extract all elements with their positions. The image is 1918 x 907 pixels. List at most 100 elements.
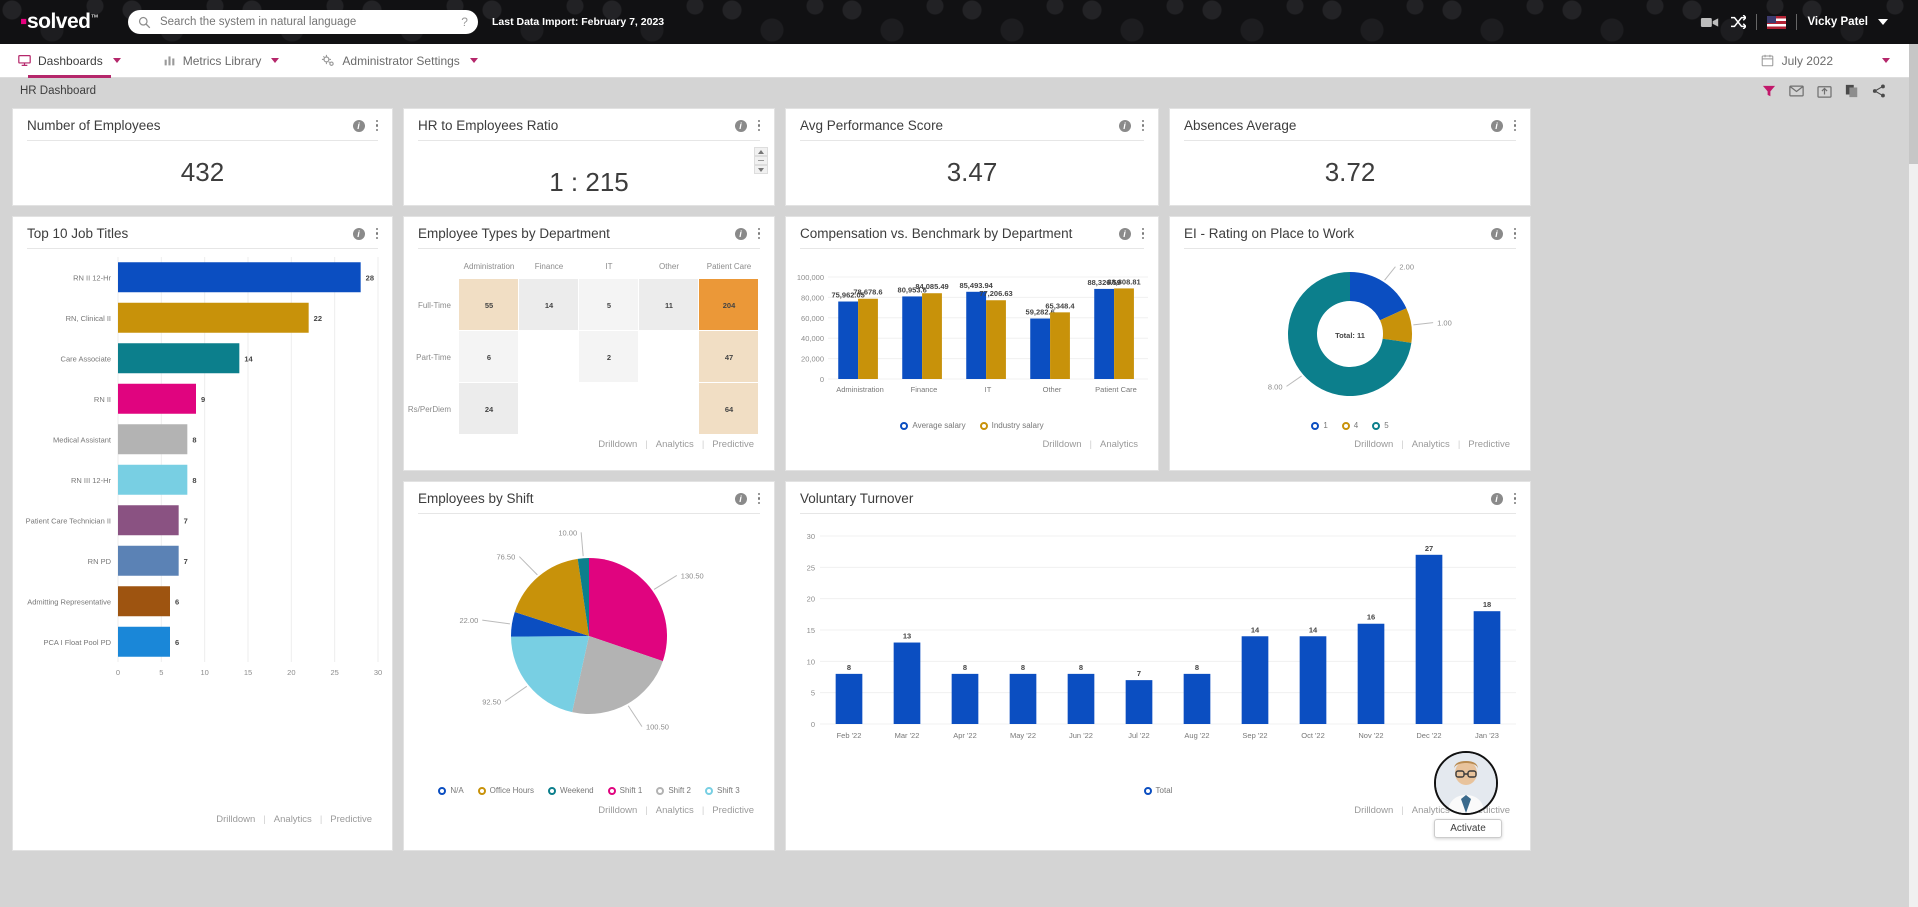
bar[interactable] — [1050, 312, 1070, 379]
bar[interactable] — [835, 673, 863, 724]
shuffle-icon[interactable] — [1730, 15, 1747, 29]
predictive-link[interactable]: Predictive — [330, 814, 372, 825]
info-icon[interactable]: i — [1490, 119, 1503, 132]
bar[interactable] — [1357, 623, 1385, 724]
stepper-down[interactable] — [754, 165, 768, 174]
bar[interactable] — [118, 586, 170, 617]
donut-slice[interactable] — [1288, 272, 1412, 396]
bar[interactable] — [118, 262, 361, 293]
heatmap-cell[interactable] — [459, 383, 518, 434]
bar[interactable] — [966, 291, 987, 379]
video-camera-icon[interactable] — [1700, 16, 1720, 29]
isolved-logo[interactable]: ▪solved™ — [20, 10, 98, 33]
bar[interactable] — [1299, 636, 1327, 724]
bar[interactable] — [1067, 673, 1095, 724]
heatmap-cell[interactable] — [699, 279, 758, 330]
bar[interactable] — [118, 505, 179, 536]
info-icon[interactable]: i — [1490, 227, 1503, 240]
bar[interactable] — [838, 301, 859, 379]
activate-button[interactable]: Activate — [1434, 819, 1502, 838]
analytics-link[interactable]: Analytics — [655, 805, 694, 816]
search-box[interactable]: ? — [127, 10, 478, 34]
export-icon[interactable] — [1817, 85, 1832, 98]
search-input[interactable] — [157, 15, 455, 29]
info-icon[interactable]: i — [352, 119, 365, 132]
heatmap-cell[interactable] — [639, 279, 698, 330]
bar[interactable] — [922, 293, 942, 379]
more-options-icon[interactable] — [375, 227, 378, 240]
info-icon[interactable]: i — [1118, 227, 1131, 240]
donut-slice[interactable] — [1380, 308, 1412, 343]
assistant-widget[interactable]: Activate — [1434, 751, 1502, 838]
avatar[interactable] — [1434, 751, 1498, 815]
heatmap-cell[interactable] — [579, 331, 638, 382]
analytics-link[interactable]: Analytics — [1411, 805, 1450, 816]
predictive-link[interactable]: Predictive — [712, 439, 754, 450]
legend-item[interactable]: Total — [1143, 786, 1172, 795]
share-icon[interactable] — [1872, 84, 1886, 98]
heatmap-cell[interactable] — [699, 383, 758, 434]
drilldown-link[interactable]: Drilldown — [598, 439, 638, 450]
legend-item[interactable]: 1 — [1311, 421, 1328, 430]
bar[interactable] — [118, 343, 240, 374]
chevron-down-icon[interactable] — [271, 58, 280, 63]
bar[interactable] — [118, 302, 309, 333]
heatmap-cell[interactable] — [579, 279, 638, 330]
bar[interactable] — [1114, 288, 1134, 379]
drilldown-link[interactable]: Drilldown — [216, 814, 256, 825]
bar[interactable] — [1183, 673, 1211, 724]
chevron-down-icon[interactable] — [469, 58, 478, 63]
predictive-link[interactable]: Predictive — [1468, 439, 1510, 450]
stepper-up[interactable] — [754, 147, 768, 156]
bar[interactable] — [893, 642, 921, 724]
bar[interactable] — [1473, 611, 1501, 724]
predictive-link[interactable]: Predictive — [1468, 805, 1510, 816]
bar[interactable] — [118, 383, 196, 414]
analytics-link[interactable]: Analytics — [1099, 439, 1138, 450]
chevron-down-icon[interactable] — [1878, 19, 1888, 25]
legend-item[interactable]: Shift 1 — [607, 786, 642, 795]
legend-item[interactable]: Weekend — [547, 786, 594, 795]
info-icon[interactable]: i — [734, 227, 747, 240]
mail-icon[interactable] — [1789, 85, 1804, 97]
bar[interactable] — [1125, 680, 1153, 724]
more-options-icon[interactable] — [757, 227, 760, 240]
chevron-down-icon[interactable] — [1882, 58, 1890, 63]
more-options-icon[interactable] — [1513, 492, 1516, 505]
bar[interactable] — [1009, 673, 1037, 724]
bar[interactable] — [1030, 318, 1051, 379]
pie-slice[interactable] — [514, 558, 589, 636]
bar[interactable] — [118, 545, 179, 576]
bar[interactable] — [118, 464, 188, 495]
bar[interactable] — [118, 626, 170, 657]
chevron-down-icon[interactable] — [112, 58, 121, 63]
heatmap-cell[interactable] — [459, 279, 518, 330]
pie-slice[interactable] — [511, 612, 589, 637]
heatmap-cell[interactable] — [519, 279, 578, 330]
help-icon[interactable]: ? — [461, 15, 468, 29]
legend-item[interactable]: Office Hours — [477, 786, 534, 795]
drilldown-link[interactable]: Drilldown — [598, 805, 638, 816]
heatmap-cell[interactable] — [699, 331, 758, 382]
pie-slice[interactable] — [589, 558, 667, 662]
more-options-icon[interactable] — [1141, 227, 1144, 240]
user-name[interactable]: Vicky Patel — [1807, 16, 1868, 28]
bar[interactable] — [902, 296, 923, 379]
date-filter[interactable]: July 2022 — [1761, 54, 1900, 68]
info-icon[interactable]: i — [1490, 492, 1503, 505]
copy-icon[interactable] — [1845, 84, 1859, 98]
nav-item-metrics-library[interactable]: Metrics Library — [163, 44, 280, 78]
value-stepper[interactable] — [754, 147, 768, 174]
donut-slice[interactable] — [1350, 272, 1407, 321]
more-options-icon[interactable] — [1513, 227, 1516, 240]
pie-slice[interactable] — [572, 636, 663, 714]
more-options-icon[interactable] — [375, 119, 378, 132]
more-options-icon[interactable] — [1513, 119, 1516, 132]
analytics-link[interactable]: Analytics — [1411, 439, 1450, 450]
more-options-icon[interactable] — [757, 119, 760, 132]
bar[interactable] — [951, 673, 979, 724]
info-icon[interactable]: i — [734, 119, 747, 132]
info-icon[interactable]: i — [1118, 119, 1131, 132]
legend-item[interactable]: Shift 3 — [705, 786, 740, 795]
drilldown-link[interactable]: Drilldown — [1354, 439, 1394, 450]
